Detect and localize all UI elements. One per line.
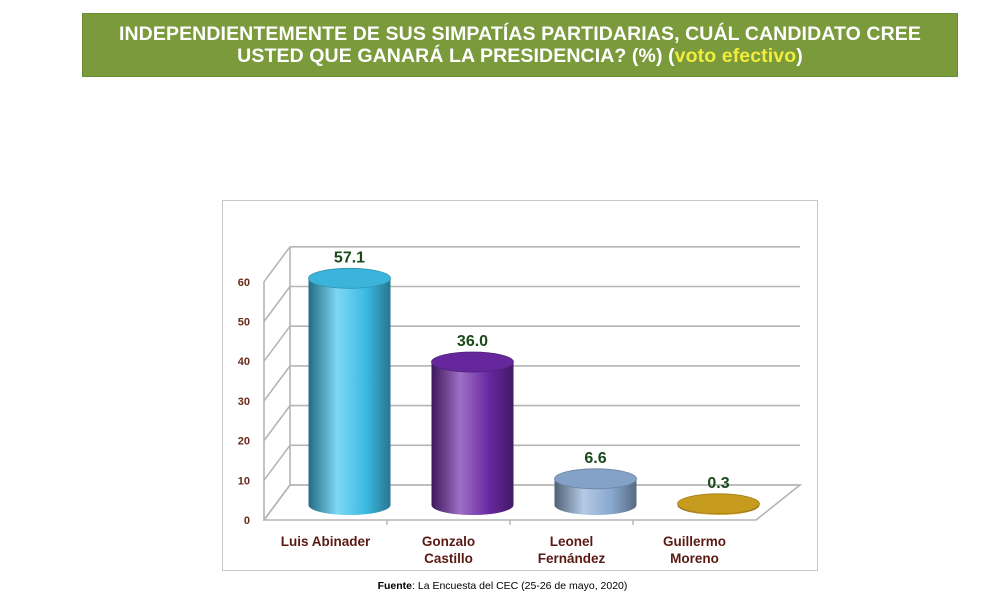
title-line-2: USTED QUE GANARÁ LA PRESIDENCIA? (%) (vo… <box>83 45 957 67</box>
bar-top <box>677 493 760 515</box>
title-highlight: voto efectivo <box>674 45 797 67</box>
bar-body <box>431 362 514 515</box>
bar-top <box>308 267 391 289</box>
title-line-2-text: USTED QUE GANARÁ LA PRESIDENCIA? (%) ( <box>237 45 675 67</box>
gridline-side <box>263 325 291 362</box>
category-label: Castillo <box>424 551 473 566</box>
source-note: Fuente: La Encuesta del CEC (25-26 de ma… <box>0 580 1005 592</box>
data-label: 6.6 <box>584 450 606 467</box>
chart-floor <box>262 484 803 521</box>
data-label: 57.1 <box>334 249 365 266</box>
category-label: Luis Abinader <box>281 534 371 549</box>
category-label: Moreno <box>670 551 719 566</box>
title-banner: INDEPENDIENTEMENTE DE SUS SIMPATÍAS PART… <box>82 13 958 77</box>
category-label: Guillermo <box>663 534 726 549</box>
bar <box>308 267 391 515</box>
gridline-side <box>263 246 291 283</box>
gridline-side <box>263 405 291 442</box>
category-label: Fernández <box>538 551 606 566</box>
data-label: 0.3 <box>707 475 729 492</box>
y-tick-label: 30 <box>238 396 250 408</box>
y-tick-label: 20 <box>238 436 250 448</box>
y-tick-label: 40 <box>238 356 250 368</box>
y-tick-label: 0 <box>244 515 250 527</box>
source-label: Fuente <box>377 580 413 592</box>
title-line-2-close: ) <box>796 45 803 67</box>
gridline-side <box>263 286 291 322</box>
y-tick-label: 60 <box>238 277 250 289</box>
y-tick-label: 50 <box>238 317 250 329</box>
bar <box>677 493 760 515</box>
gridline-side <box>263 444 291 481</box>
bar-body <box>308 278 391 515</box>
bar-top <box>431 351 514 373</box>
data-label: 36.0 <box>457 333 488 350</box>
bar <box>431 351 514 515</box>
bar <box>554 468 637 515</box>
bar-chart: 0 10 20 30 40 50 60 57.1 Luis Abinader 36.0 Gonzal… <box>238 245 803 566</box>
gridline-side <box>263 365 291 402</box>
source-text: : La Encuesta del CEC (25-26 de mayo, 20… <box>412 580 628 592</box>
category-label: Leonel <box>550 534 594 549</box>
bar-top <box>554 468 637 490</box>
title-line-1: INDEPENDIENTEMENTE DE SUS SIMPATÍAS PART… <box>118 23 922 45</box>
category-label: Gonzalo <box>422 534 475 549</box>
y-tick-label: 10 <box>238 475 250 487</box>
